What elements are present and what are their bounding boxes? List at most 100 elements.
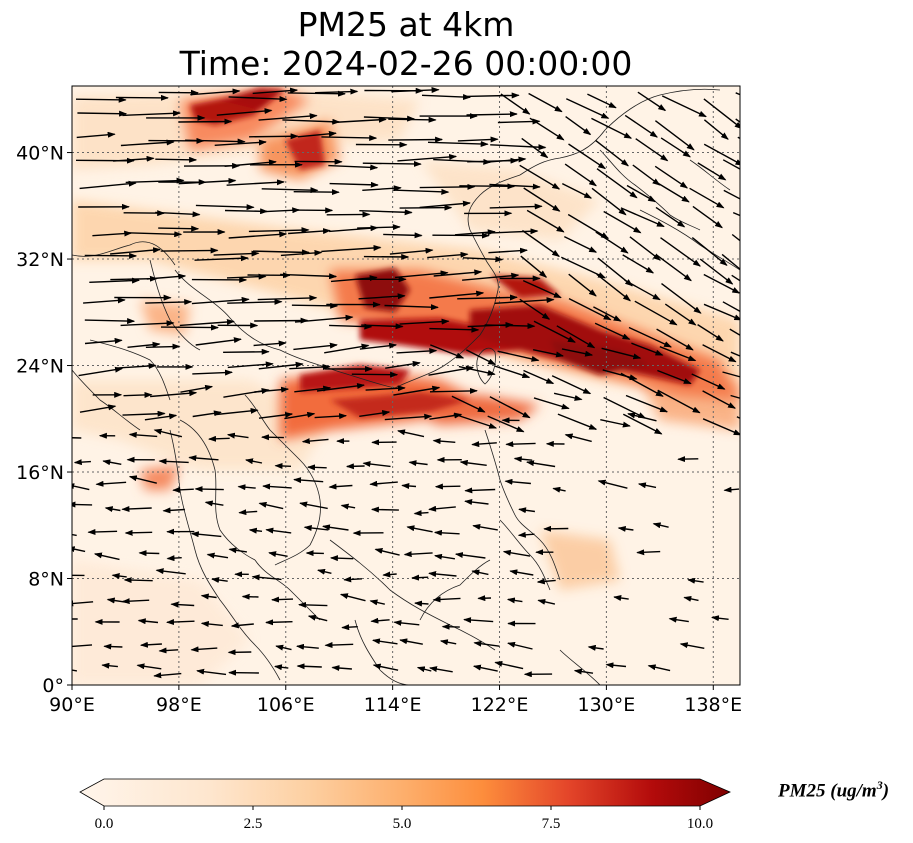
wind-arrow [248, 227, 310, 234]
wind-arrow [464, 487, 496, 494]
wind-arrow [396, 348, 438, 354]
wind-arrow [500, 93, 531, 115]
wind-arrow [523, 369, 555, 385]
wind-arrow [656, 254, 692, 282]
colorbar-body [79, 778, 731, 807]
wind-arrow [301, 438, 329, 445]
x-tick-label: 114°E [364, 694, 422, 716]
wind-arrow [602, 369, 638, 381]
wind-arrow [78, 366, 123, 377]
wind-arrow [462, 272, 520, 281]
wind-arrow [505, 441, 536, 448]
wind-arrow [87, 528, 118, 535]
wind-arrow [668, 616, 689, 623]
wind-arrow [258, 501, 284, 510]
wind-arrow [433, 269, 483, 277]
wind-arrow [406, 525, 433, 533]
wind-arrow [190, 88, 241, 96]
wind-arrow [121, 598, 150, 605]
wind-arrow [564, 163, 597, 187]
wind-arrow [125, 177, 185, 184]
wind-arrow [228, 96, 288, 103]
wind-arrow [637, 91, 667, 112]
wind-arrow [565, 116, 592, 136]
wind-arrow [533, 320, 576, 343]
wind-arrow [624, 279, 661, 301]
wind-arrow [200, 621, 223, 627]
wind-arrow [172, 486, 194, 493]
wind-arrow [365, 385, 406, 392]
wind-arrow [397, 429, 425, 438]
wind-arrow [601, 347, 642, 360]
wind-arrow [722, 159, 740, 170]
wind-arrow [224, 159, 277, 167]
wind-arrow [697, 162, 727, 181]
wind-arrow [155, 156, 198, 163]
x-tick-label: 106°E [257, 694, 315, 716]
wind-arrow [188, 455, 219, 462]
wind-arrow [249, 133, 299, 140]
wind-arrow [664, 303, 697, 326]
wind-arrow [144, 413, 178, 421]
wind-arrow [433, 529, 460, 536]
wind-arrow [591, 117, 633, 139]
wind-arrow [517, 531, 535, 538]
wind-arrow [504, 478, 531, 485]
wind-arrow [252, 87, 299, 95]
wind-arrow [359, 410, 391, 417]
wind-arrow [79, 404, 117, 413]
wind-arrow [369, 599, 385, 606]
wind-arrow [656, 181, 690, 203]
wind-arrow [104, 506, 121, 513]
wind-arrow [280, 273, 338, 280]
wind-arrow [84, 252, 138, 259]
wind-arrow [252, 249, 310, 256]
wind-arrow [722, 371, 740, 378]
y-axis-ticks: 0° 8°N 16°N 24°N 32°N 40°N [16, 143, 72, 697]
wind-arrow [328, 483, 353, 490]
wind-arrow [625, 394, 669, 413]
wind-arrow [83, 297, 126, 304]
y-tick-label: 16°N [16, 462, 64, 484]
wind-arrow [465, 92, 520, 99]
wind-arrow [536, 578, 556, 585]
wind-arrow [473, 640, 500, 647]
wind-arrow [593, 306, 622, 322]
wind-arrow [655, 206, 686, 228]
wind-arrow [329, 555, 354, 562]
wind-arrow [324, 642, 354, 649]
wind-arrow [101, 662, 118, 669]
wind-arrow [123, 391, 153, 398]
wind-arrow [458, 365, 496, 376]
wind-arrow [170, 601, 195, 608]
wind-arrow [703, 273, 740, 294]
y-tick-label: 0° [42, 675, 64, 697]
wind-arrow [513, 456, 533, 463]
wind-arrow [472, 523, 498, 531]
wind-arrow [127, 341, 161, 348]
wind-arrow [557, 413, 598, 430]
wind-arrow [687, 577, 704, 584]
wind-arrow [214, 139, 267, 146]
wind-arrow [439, 639, 457, 646]
title-line-1: PM25 at 4km [297, 5, 515, 44]
wind-arrow [158, 225, 200, 232]
y-tick-label: 24°N [16, 356, 64, 378]
wind-arrow [226, 179, 285, 186]
wind-arrow [237, 484, 256, 491]
wind-arrow [289, 364, 331, 371]
wind-arrow [92, 230, 133, 237]
wind-arrow [89, 277, 140, 284]
wind-arrow [314, 413, 348, 420]
wind-arrow [341, 624, 358, 631]
wind-arrow [262, 483, 292, 490]
wind-arrow [224, 208, 269, 215]
y-tick-label: 8°N [28, 569, 64, 591]
wind-arrow [72, 437, 82, 439]
wind-arrow [393, 619, 420, 626]
wind-arrow [463, 617, 494, 624]
wind-arrow [451, 395, 486, 413]
colorbar-ticks: 0.0 2.5 5.0 7.5 10.0 [95, 806, 713, 832]
wind-arrow [553, 392, 583, 401]
wind-arrow [454, 229, 496, 236]
